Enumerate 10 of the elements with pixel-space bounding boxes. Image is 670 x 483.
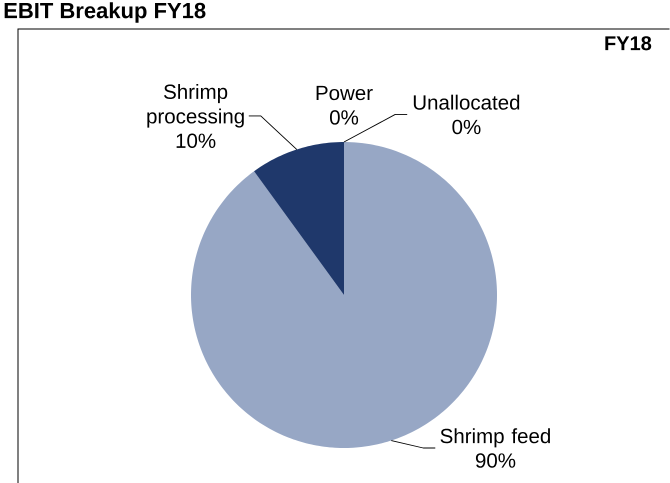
data-label: 90% xyxy=(476,453,516,468)
text: 0% xyxy=(330,110,358,125)
chart-title: EBIT Breakup FY18 xyxy=(4,2,206,23)
slice-label: Shrimp feed xyxy=(440,428,550,448)
text: FY18 xyxy=(605,36,652,50)
text: 0% xyxy=(452,120,480,134)
slice-label: Shrimp processing xyxy=(147,84,244,128)
category-label: Unallocated xyxy=(414,94,520,110)
category-label: Power xyxy=(316,86,373,100)
data-label: 10% xyxy=(176,134,216,148)
